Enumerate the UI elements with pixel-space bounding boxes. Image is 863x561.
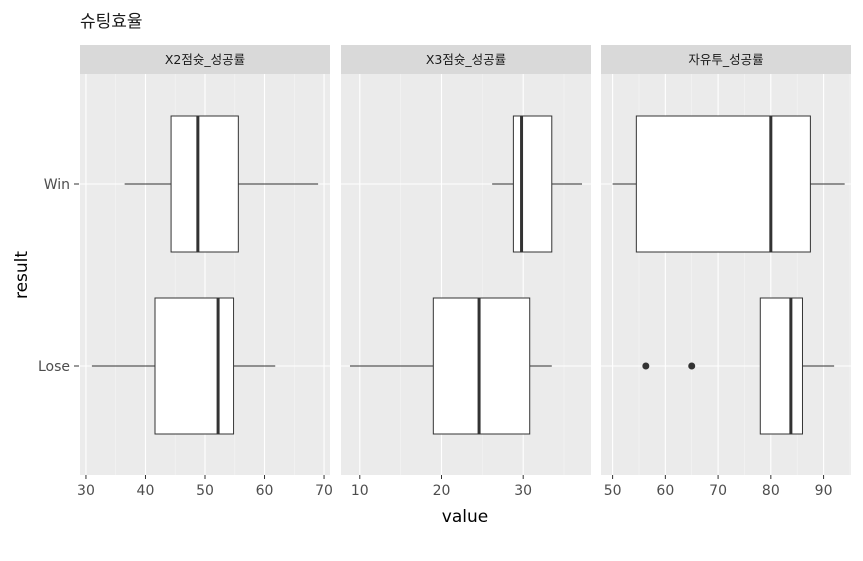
x-tick-label: 90 [815, 483, 833, 499]
facet-panel-2: X3점슛_성공률 10 20 30 [341, 45, 591, 499]
facet-panel-1: X2점슛_성공률 30 40 50 60 70 [77, 45, 333, 499]
y-tick-label-win: Win [44, 177, 70, 193]
outlier-point [688, 362, 696, 370]
outlier-point [642, 362, 650, 370]
x-tick-label: 80 [762, 483, 780, 499]
box-lose [349, 297, 552, 435]
x-tick-label: 50 [196, 483, 214, 499]
box-iqr [170, 115, 239, 253]
facet-strip-label: 자유투_성공률 [688, 52, 763, 67]
facet-strip [601, 45, 851, 74]
x-tick-label: 70 [315, 483, 333, 499]
box-lose [91, 297, 276, 435]
x-tick-label: 10 [351, 483, 369, 499]
box-iqr [635, 115, 811, 253]
x-tick-label: 30 [77, 483, 95, 499]
box-iqr [512, 115, 553, 253]
box-iqr [432, 297, 531, 435]
box-win [612, 115, 845, 253]
facet-strip [341, 45, 591, 74]
y-axis-title: result [12, 251, 32, 299]
x-tick-label: 30 [514, 483, 532, 499]
facet-panels: Win Lose X2점슛_성공률 30 40 50 60 70 X3점슛_성공률 10 20 30 자… [38, 45, 851, 499]
x-tick-label: 70 [709, 483, 727, 499]
facet-strip [80, 45, 330, 74]
chart-title: 슈팅효율 [80, 12, 143, 32]
box-win [492, 115, 583, 253]
box-iqr [759, 297, 803, 435]
facet-panel-3: 자유투_성공률 50 60 70 80 90 [601, 45, 851, 499]
x-tick-label: 60 [256, 483, 274, 499]
box-win [124, 115, 319, 253]
box-iqr [154, 297, 235, 435]
x-tick-label: 60 [656, 483, 674, 499]
box-lose [642, 297, 835, 435]
x-tick-label: 40 [137, 483, 155, 499]
facet-strip-label: X2점슛_성공률 [165, 52, 245, 67]
y-tick-label-lose: Lose [38, 359, 70, 375]
x-tick-label: 20 [433, 483, 451, 499]
x-tick-label: 50 [604, 483, 622, 499]
x-axis-title: value [442, 507, 488, 527]
facet-strip-label: X3점슛_성공률 [426, 52, 506, 67]
